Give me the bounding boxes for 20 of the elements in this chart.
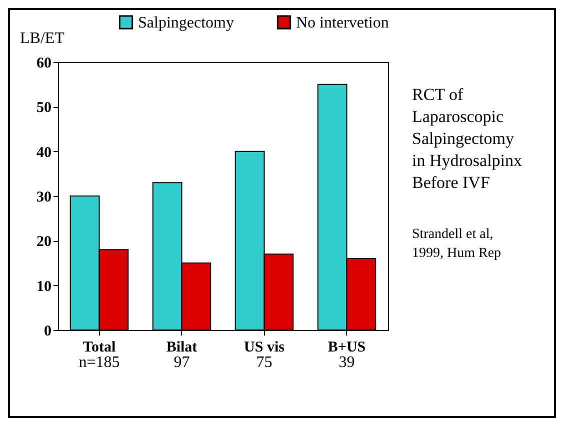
y-tick-label: 50 (36, 100, 52, 116)
y-tick-label: 30 (36, 190, 52, 206)
text: Strandell et al, 1999, Hum Rep (412, 227, 502, 261)
text: 97 (174, 354, 190, 371)
legend-label: No intervetion (296, 14, 389, 32)
text: 75 (256, 354, 272, 371)
y-tick-label: 40 (36, 144, 52, 161)
y-axis-title: LB/ET (20, 30, 65, 47)
x-tick-label: Total (82, 340, 116, 356)
x-tick-label: Bilat (166, 340, 198, 356)
text: 39 (338, 354, 355, 371)
text: RCT of Laparoscopic Salpingectomy in Hydrosalpinx Before IVF (412, 85, 523, 192)
x-tick-label: B+US (328, 340, 366, 356)
text: n=185 (78, 354, 120, 371)
x-tick-label: US vis (244, 340, 285, 356)
y-tick-label: 20 (36, 234, 52, 250)
y-tick-label: 10 (36, 278, 52, 295)
y-tick-label: 60 (36, 56, 52, 72)
legend-label: Salpingectomy (138, 14, 234, 32)
y-tick-label: 0 (44, 324, 52, 340)
